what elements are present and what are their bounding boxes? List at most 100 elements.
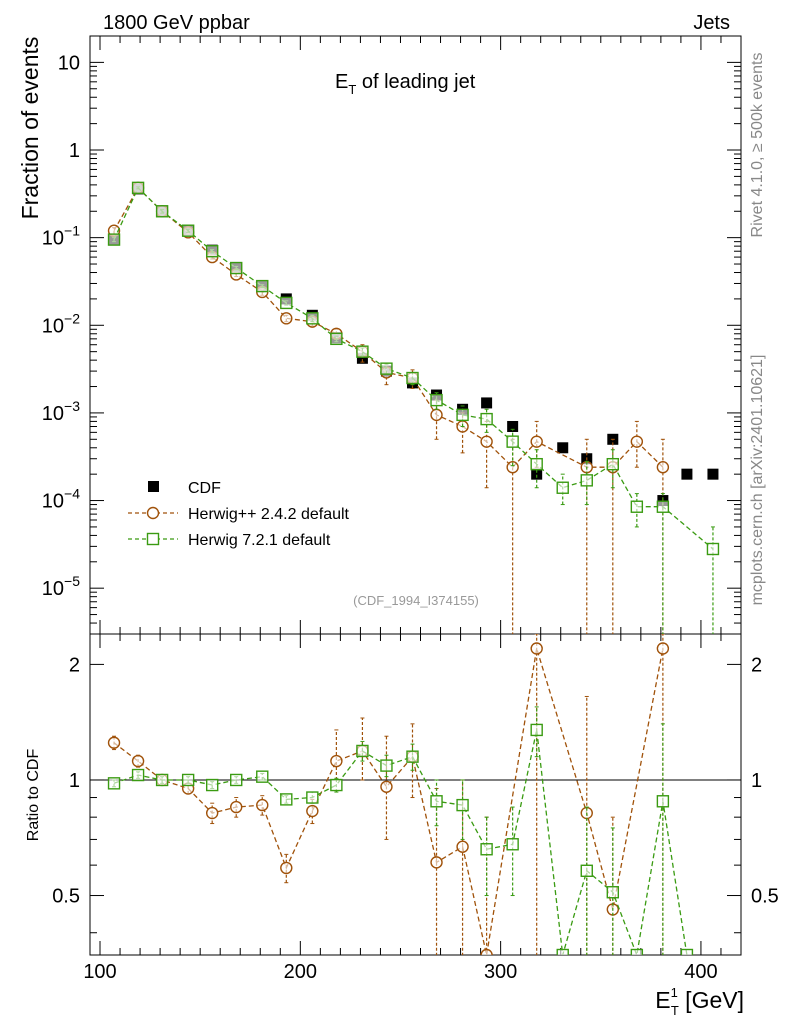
ratio-y-tick-label: 2 [69,654,80,676]
cdf-point [356,352,368,364]
x-tick-label: 100 [83,961,116,983]
ratio-herwigpp-point [530,642,543,655]
ratio-herwigpp-point [205,806,219,820]
herwig7-point [606,457,620,471]
ratio-herwig7-point [155,773,169,787]
herwig7-point [480,412,493,426]
main-y-tick-label: 10−2 [42,310,80,337]
ratio-herwig7-point [606,886,620,899]
ratio-herwig7-point [131,768,145,782]
herwig7-point [330,332,343,346]
ratio-herwigpp-point [107,736,121,749]
ratio-herwig7-point [630,948,644,955]
main-y-tick-label: 10−1 [42,223,80,250]
ratio-herwig7-point [556,948,569,955]
ratio-herwigpp-point [131,754,145,768]
ratio-herwigpp-point [306,804,319,818]
herwig7-point [181,224,195,237]
ratio-herwigpp-group [107,634,670,955]
ratio-herwig7-line [113,729,688,955]
ratio-herwig7-point [356,744,369,758]
ratio-y-tick-label-right: 0.5 [751,886,779,908]
herwigpp-point [280,312,293,325]
cdf-point [707,468,719,480]
header-right: Jets [693,12,730,34]
legend-herwigpp-label: Herwig++ 2.4.2 default [188,506,350,523]
ratio-herwig7-point [430,795,443,808]
ratio-herwig7-point [680,948,694,955]
analysis-watermark: (CDF_1994_I374155) [353,593,479,608]
ratio-herwig7-point [205,778,219,792]
legend-herwig7-marker [146,532,160,546]
herwigpp-point [506,461,519,474]
herwig7-point [706,542,720,556]
herwig7-point [205,245,219,258]
ratio-y-tick-label: 1 [69,770,80,792]
ratio-herwigpp-point [430,856,443,869]
herwigpp-line [113,186,664,469]
ratio-herwigpp-point [256,798,269,812]
herwig7-point [230,261,243,275]
herwig7-point [406,371,419,385]
main-y-tick-label: 1 [69,140,80,162]
ratio-herwig7-point [480,843,493,856]
ratio-ylabel: Ratio to CDF [25,749,42,842]
herwig7-point [656,500,670,513]
legend-cdf-marker [148,481,159,492]
ratio-herwigpp-point [330,754,343,768]
ratio-herwig7-group [107,706,694,955]
main-y-tick-label: 10 [58,52,80,74]
mcplots-label: mcplots.cern.ch [arXiv:2401.10621] [749,355,766,606]
ratio-herwig7-point [330,778,343,792]
ratio-herwigpp-point [456,840,469,853]
herwig7-group [107,181,720,634]
herwig7-point [256,279,269,293]
x-axis-label: E1 T [GeV] [655,985,744,1018]
ratio-herwig7-point [256,770,269,783]
cdf-point [681,468,693,480]
ratio-herwigpp-point [480,948,493,955]
ratio-herwig7-point [506,838,519,851]
ratio-plot-frame [89,633,742,956]
herwig7-point [630,500,644,513]
rivet-label: Rivet 4.1.0, ≥ 500k events [749,53,766,238]
ratio-y-tick-label-right: 2 [751,654,762,676]
herwig7-point [530,457,543,471]
herwigpp-point [480,435,493,448]
ratio-herwig7-point [380,759,393,772]
herwigpp-point [656,461,670,474]
main-y-tick-label: 10−3 [42,398,80,425]
herwig7-point [131,181,145,195]
ratio-y-tick-label-right: 1 [751,770,762,792]
ratio-herwigpp-point [230,800,243,814]
ratio-herwig7-point [456,798,469,812]
ratio-herwigpp-point [380,780,393,793]
herwigpp-point [530,435,543,448]
herwig7-point [506,435,519,448]
herwig7-point [430,393,443,407]
ratio-herwig7-point [530,723,543,737]
herwig7-point [356,345,369,358]
herwig7-point [580,474,593,487]
herwigpp-point [630,435,644,448]
header-left: 1800 GeV ppbar [103,12,250,34]
herwig7-point [280,296,293,310]
x-tick-label: 400 [684,961,717,983]
ratio-herwig7-point [580,864,593,877]
ratio-herwig7-point [181,773,195,787]
cdf-point [481,397,493,409]
main-y-tick-label: 10−5 [42,573,80,600]
cdf-point [531,468,543,480]
ratio-herwig7-point [306,791,319,804]
herwig7-point [556,481,569,494]
herwig7-point [306,312,319,325]
ratio-herwigpp-line [113,648,664,955]
herwig7-point [380,362,393,375]
herwig7-point [155,205,169,218]
legend-herwigpp-marker [146,506,160,520]
herwig7-point [456,408,469,422]
x-tick-label: 300 [484,961,517,983]
ratio-y-tick-label: 0.5 [52,886,80,908]
ratio-herwig7-point [107,777,121,790]
